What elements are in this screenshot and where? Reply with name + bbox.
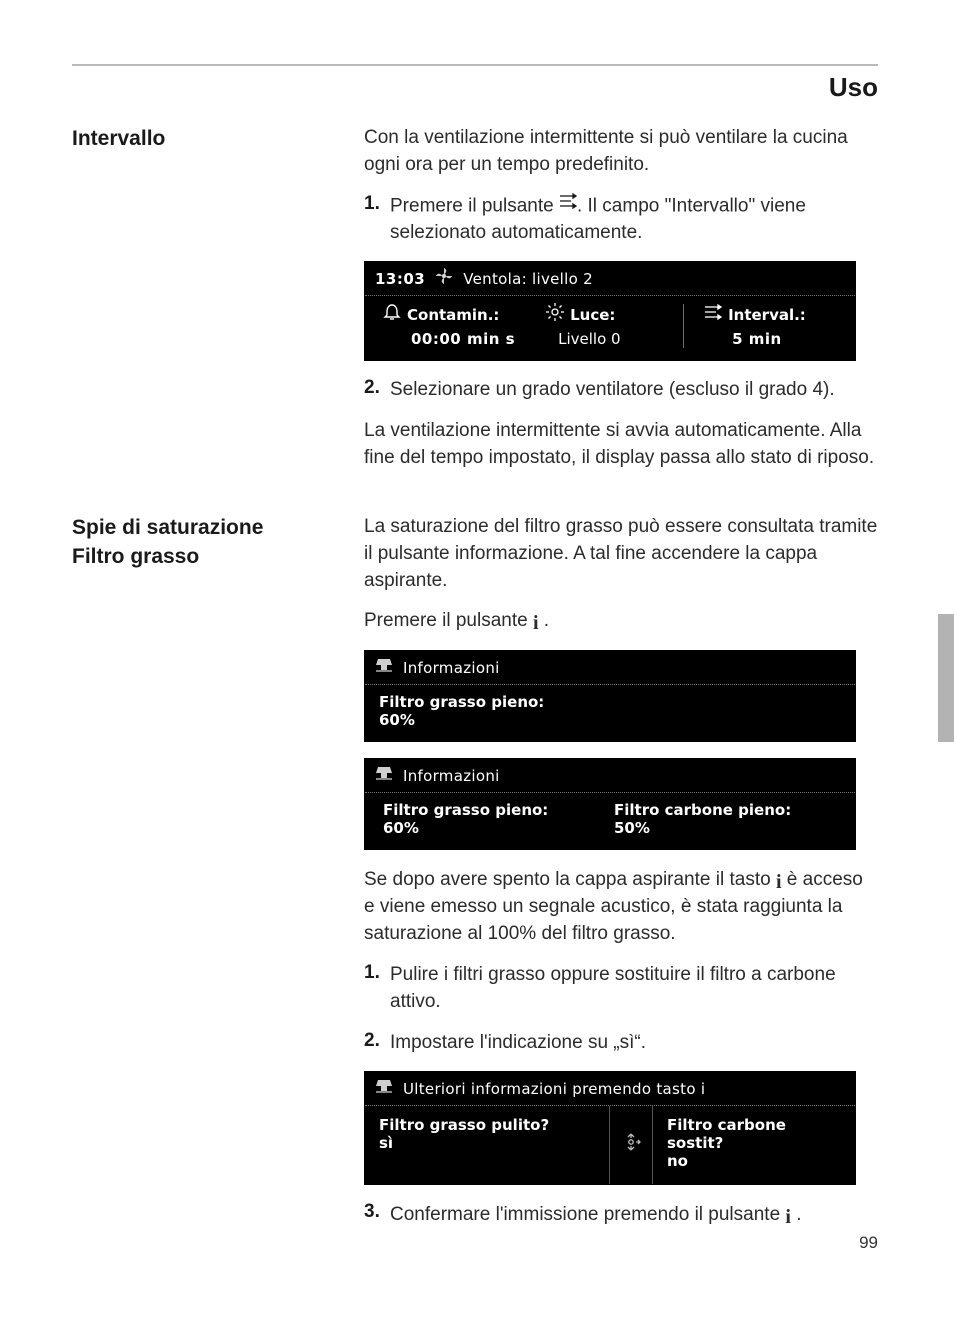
top-rule (72, 64, 878, 66)
display-q-title: Ulteriori informazioni premendo tasto i (403, 1080, 705, 1098)
page-header: Uso (72, 72, 878, 103)
display-col3-value: 5 min (704, 326, 837, 348)
intervallo-step1: Premere il pulsante . Il campo "Interval… (390, 193, 878, 247)
display-col3-label: Interval.: (728, 306, 806, 324)
display-df-r1: Filtro carbone pieno: (614, 801, 837, 819)
display-col2-label: Luce: (570, 306, 615, 324)
display-q-l1: Filtro grasso pulito? (379, 1116, 595, 1134)
fan-icon (435, 267, 453, 289)
side-heading-intervallo: Intervallo (72, 125, 340, 153)
info-icon: i (776, 868, 782, 896)
display-df-l1: Filtro grasso pieno: (383, 801, 606, 819)
display-filtro-single: Informazioni Filtro grasso pieno: 60% (364, 650, 856, 742)
display-df-title: Informazioni (403, 767, 500, 785)
interval-icon (704, 303, 722, 325)
interval-icon (559, 192, 577, 219)
display-sf-line2: 60% (379, 711, 841, 729)
step-number: 2. (364, 377, 390, 404)
filtro-step1: Pulire i filtri grasso oppure sostituire… (390, 962, 878, 1016)
hood-icon (375, 1077, 393, 1099)
display-title-label: Ventola: livello 2 (463, 270, 593, 288)
filtro-step3: Confermare l'immissione premendo il puls… (390, 1201, 878, 1229)
info-icon: i (533, 609, 539, 637)
display-col1-label: Contamin.: (407, 306, 499, 324)
display-col2-value: Livello 0 (546, 326, 679, 348)
page-number: 99 (859, 1233, 878, 1253)
display-time: 13:03 (375, 270, 425, 288)
bell-icon (383, 303, 401, 325)
step-number: 1. (364, 962, 390, 1016)
display-filtro-double: Informazioni Filtro grasso pieno: 60% Fi… (364, 758, 856, 850)
display-sf-title: Informazioni (403, 659, 500, 677)
step-number: 2. (364, 1030, 390, 1057)
display-sf-line1: Filtro grasso pieno: (379, 693, 841, 711)
hood-icon (375, 764, 393, 786)
side-tab (938, 614, 954, 742)
display-q-l2: sì (379, 1134, 595, 1152)
sun-icon (546, 303, 564, 325)
filtro-after: Se dopo avere spento la cappa aspirante … (364, 866, 878, 948)
display-df-l2: 60% (383, 819, 606, 837)
nav-icon (621, 1124, 641, 1164)
filtro-intro: La saturazione del filtro grasso può ess… (364, 514, 878, 595)
display-df-r2: 50% (614, 819, 837, 837)
filtro-press: Premere il pulsante i . (364, 607, 878, 635)
step-number: 3. (364, 1201, 390, 1229)
filtro-step2: Impostare l'indicazione su „sì“. (390, 1030, 878, 1057)
step-number: 1. (364, 193, 390, 247)
display-col1-value: 00:00 min s (383, 326, 538, 348)
intervallo-intro: Con la ventilazione intermittente si può… (364, 125, 878, 179)
info-icon: i (785, 1203, 791, 1231)
display-intervallo: 13:03 Ventola: livello 2 Contamin.: 00:0… (364, 261, 856, 361)
hood-icon (375, 656, 393, 678)
intervallo-after: La ventilazione intermittente si avvia a… (364, 418, 878, 472)
display-q-r2: no (667, 1152, 841, 1170)
display-filtro-question: Ulteriori informazioni premendo tasto i … (364, 1071, 856, 1185)
display-q-r1: Filtro carbone sostit? (667, 1116, 841, 1152)
intervallo-step2: Selezionare un grado ventilatore (esclus… (390, 377, 878, 404)
side-heading-filtro: Spie di saturazione Filtro grasso (72, 514, 340, 571)
